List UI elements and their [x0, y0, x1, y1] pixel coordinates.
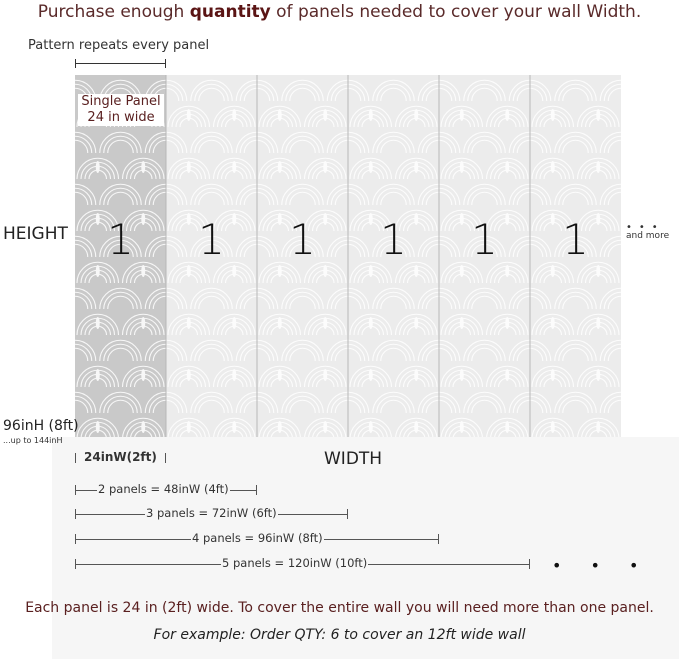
panel-number: 1: [562, 215, 589, 264]
panel-number: 1: [471, 215, 498, 264]
height-max: ...up to 144inH: [3, 436, 63, 445]
dimension-2-panels: 2 panels = 48inW (4ft): [75, 482, 257, 497]
panel-number: 1: [198, 215, 225, 264]
dimension-3-panels: 3 panels = 72inW (6ft): [75, 506, 348, 521]
page-title: Purchase enough quantity of panels neede…: [37, 2, 642, 22]
bottom-background: [52, 437, 679, 659]
dimension-5-panels: 5 panels = 120inW (10ft): [75, 556, 530, 571]
repeat-dimension-line: [75, 59, 166, 69]
and-more-label: ••• and more: [626, 222, 670, 241]
panel-number: 1: [289, 215, 316, 264]
wallpaper-panels: [75, 75, 621, 437]
panel-number: 1: [107, 215, 134, 264]
height-value: 96inH (8ft): [3, 418, 79, 434]
panel-width-note: Each panel is 24 in (2ft) wide. To cover…: [25, 600, 654, 616]
panel-number: 1: [380, 215, 407, 264]
dimension-4-panels: 4 panels = 96inW (8ft): [75, 531, 439, 546]
single-panel-label: Single Panel 24 in wide: [78, 94, 164, 126]
ellipsis: • • •: [552, 556, 651, 575]
panel-numbers: 1 1 1 1 1 1: [75, 75, 621, 437]
order-example: For example: Order QTY: 6 to cover an 12…: [153, 627, 526, 643]
height-label: HEIGHT: [3, 224, 68, 244]
repeat-label: Pattern repeats every panel: [28, 38, 210, 53]
width-label: WIDTH: [324, 449, 383, 469]
dimension-1-panel: 24inW(2ft): [75, 450, 166, 465]
